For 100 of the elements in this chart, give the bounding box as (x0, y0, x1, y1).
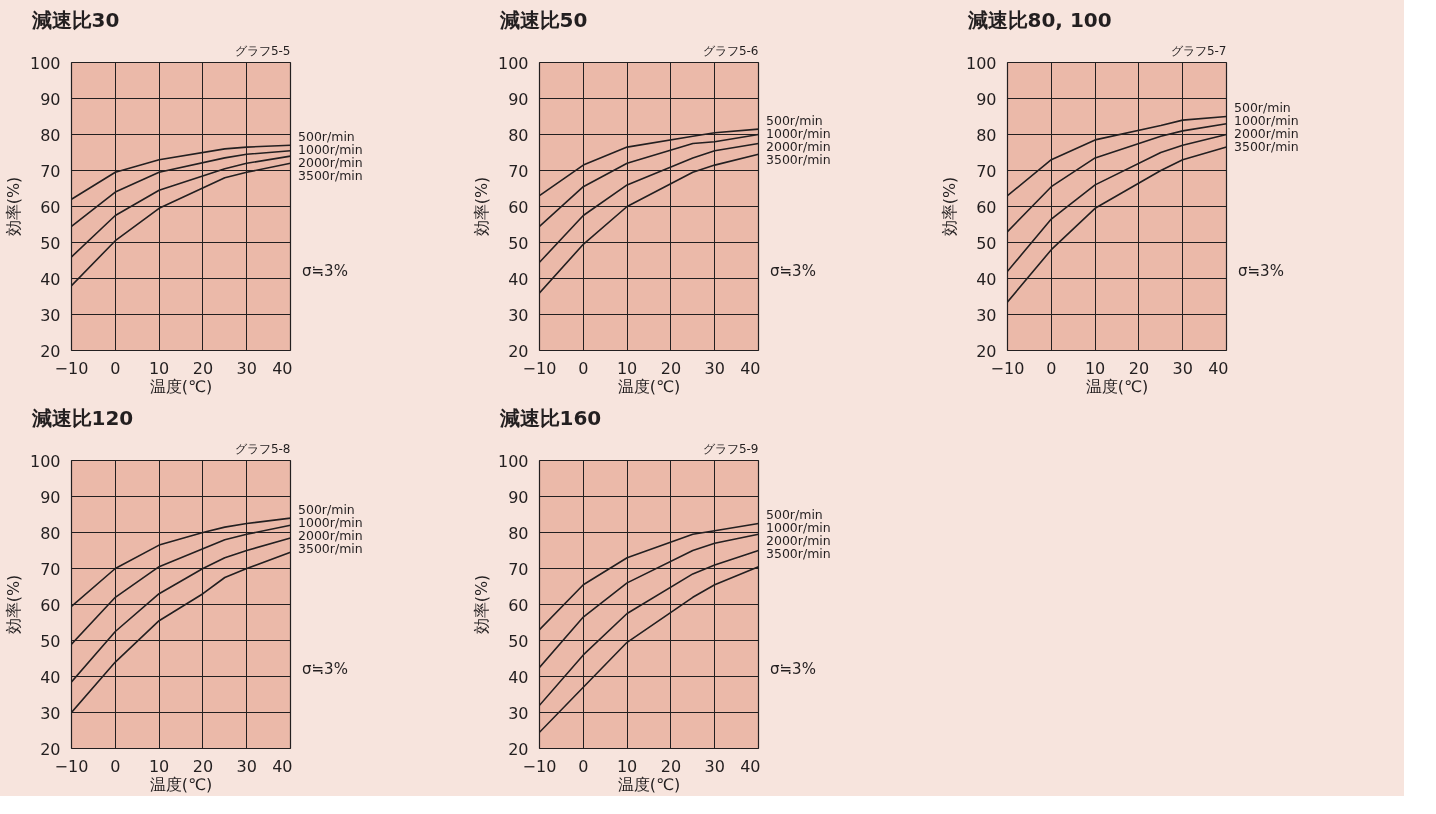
x-tick-label: 40 (740, 756, 761, 776)
text: σ≒3% (770, 659, 816, 680)
y-tick-label: 60 (508, 595, 529, 615)
y-tick-label: 80 (508, 125, 529, 145)
x-tick-label: 0 (110, 756, 121, 776)
x-tick-label: 40 (272, 358, 293, 378)
y-tick-label: 20 (40, 341, 61, 361)
x-tick-label: 40 (272, 756, 293, 776)
y-tick-label: 40 (508, 667, 529, 687)
x-axis-title: 温度(℃) (617, 376, 681, 396)
x-tick-label: −10 (522, 756, 557, 776)
y-tick-label: 50 (40, 233, 61, 253)
chart-subtitle: グラフ5-6 (702, 43, 759, 58)
x-tick-label: 40 (1208, 358, 1229, 378)
x-tick-label: 0 (578, 358, 589, 378)
x-tick-label: 10 (148, 358, 170, 378)
y-tick-label: 70 (976, 161, 997, 181)
text: σ≒3% (302, 261, 348, 282)
y-tick-label: 60 (40, 595, 61, 615)
series-label: 3500r/min (298, 168, 363, 184)
x-tick-label: 30 (1172, 358, 1193, 378)
series-label: 2000r/min (766, 533, 831, 549)
x-tick-label: 0 (1046, 358, 1057, 378)
x-axis-title: 温度(℃) (149, 376, 213, 396)
chart-subtitle: グラフ5-9 (702, 441, 759, 456)
y-tick-label: 20 (508, 341, 529, 361)
x-tick-label: 0 (110, 358, 121, 378)
y-tick-label: 100 (497, 451, 529, 471)
series-label: 2000r/min (298, 155, 363, 171)
chart-title: 減速比120 (30, 405, 134, 430)
text: σ≒3% (1238, 261, 1284, 282)
series-label: 3500r/min (766, 546, 831, 562)
y-axis-title: 効率(%) (3, 574, 23, 635)
y-tick-label: 70 (40, 161, 61, 181)
y-tick-label: 30 (40, 703, 61, 723)
x-axis-title: 温度(℃) (617, 774, 681, 794)
y-tick-label: 80 (976, 125, 997, 145)
text: σ≒3% (770, 261, 816, 282)
chart-subtitle: グラフ5-7 (1170, 43, 1227, 58)
y-tick-label: 80 (40, 523, 61, 543)
x-tick-label: −10 (522, 358, 557, 378)
y-axis-title: 効率(%) (939, 176, 959, 237)
x-tick-label: 10 (148, 756, 170, 776)
y-tick-label: 80 (508, 523, 529, 543)
y-tick-label: 50 (40, 631, 61, 651)
chart-title: 減速比160 (498, 405, 602, 430)
x-tick-label: 30 (704, 358, 725, 378)
x-tick-label: 20 (192, 358, 214, 378)
y-tick-label: 40 (508, 269, 529, 289)
x-tick-label: −10 (54, 358, 89, 378)
y-tick-label: 90 (40, 89, 61, 109)
y-tick-label: 30 (508, 703, 529, 723)
y-tick-label: 70 (508, 161, 529, 181)
series-label: 1000r/min (298, 142, 363, 158)
series-label: 1000r/min (766, 520, 831, 536)
series-label: 500r/min (1234, 99, 1291, 115)
y-tick-label: 90 (508, 487, 529, 507)
x-axis-title: 温度(℃) (1085, 376, 1149, 396)
x-tick-label: 30 (236, 756, 257, 776)
series-label: 500r/min (298, 129, 355, 145)
y-tick-label: 90 (40, 487, 61, 507)
y-tick-label: 30 (976, 305, 997, 325)
x-tick-label: −10 (990, 358, 1025, 378)
y-axis-title: 効率(%) (471, 176, 491, 237)
y-tick-label: 40 (40, 667, 61, 687)
y-tick-label: 90 (976, 89, 997, 109)
y-tick-label: 20 (976, 341, 997, 361)
chart-title: 減速比30 (30, 7, 120, 32)
y-tick-label: 20 (508, 739, 529, 759)
y-tick-label: 60 (40, 197, 61, 217)
y-tick-label: 80 (40, 125, 61, 145)
y-tick-label: 30 (508, 305, 529, 325)
x-tick-label: 10 (616, 358, 638, 378)
text: σ≒3% (302, 659, 348, 680)
x-tick-label: 10 (616, 756, 638, 776)
y-tick-label: 40 (976, 269, 997, 289)
x-axis-title: 温度(℃) (149, 774, 213, 794)
chart-subtitle: グラフ5-8 (234, 441, 291, 456)
x-tick-label: 20 (660, 756, 682, 776)
y-tick-label: 90 (508, 89, 529, 109)
y-tick-label: 100 (29, 53, 61, 73)
chart-subtitle: グラフ5-5 (234, 43, 291, 58)
y-tick-label: 100 (29, 451, 61, 471)
series-label: 500r/min (766, 112, 823, 128)
x-tick-label: 20 (1128, 358, 1150, 378)
y-tick-label: 100 (965, 53, 997, 73)
y-tick-label: 70 (40, 559, 61, 579)
series-label: 500r/min (766, 507, 823, 523)
y-tick-label: 60 (976, 197, 997, 217)
y-tick-label: 50 (976, 233, 997, 253)
chart-title: 減速比80, 100 (966, 7, 1112, 32)
x-tick-label: 30 (236, 358, 257, 378)
y-tick-label: 70 (508, 559, 529, 579)
x-tick-label: 30 (704, 756, 725, 776)
y-axis-title: 効率(%) (3, 176, 23, 237)
series-label: 500r/min (298, 501, 355, 517)
y-tick-label: 40 (40, 269, 61, 289)
chart-title: 減速比50 (498, 7, 588, 32)
x-tick-label: −10 (54, 756, 89, 776)
y-axis-title: 効率(%) (471, 574, 491, 635)
